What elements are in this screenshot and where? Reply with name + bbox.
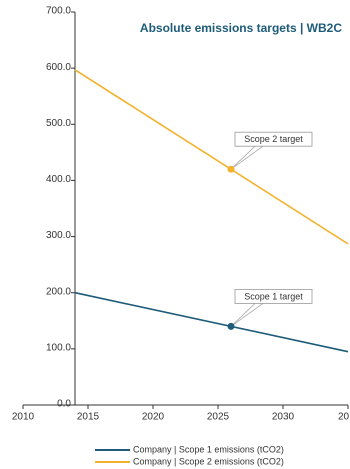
x-tick-label: 2015 [77, 412, 100, 423]
y-tick-label: 200.0 [46, 286, 71, 297]
annotation-pointer [230, 303, 256, 327]
y-tick-label: 500.0 [46, 118, 71, 129]
x-tick-label: 2020 [142, 412, 165, 423]
annotation-pointer [230, 145, 264, 170]
x-tick-label: 2025 [207, 412, 230, 423]
target-point [227, 322, 235, 330]
annotation-box [234, 288, 313, 304]
legend-label: Company | Scope 2 emissions (tCO2) [133, 456, 284, 466]
y-tick-label: 100.0 [46, 342, 71, 353]
x-tick-label: 20 [338, 412, 350, 423]
target-point [227, 165, 235, 173]
y-tick-label: 700.0 [46, 6, 71, 17]
y-tick-label: 400.0 [46, 174, 71, 185]
annotation-label: Scope 1 target [244, 291, 303, 301]
series-line [74, 291, 349, 353]
annotation-box [234, 131, 313, 147]
x-tick-label: 2010 [12, 412, 35, 423]
y-tick-label: 0.0 [57, 399, 71, 410]
annotation-pointer [230, 303, 264, 327]
legend-label: Company | Scope 1 emissions (tCO2) [133, 444, 284, 454]
y-tick-label: 600.0 [46, 62, 71, 73]
annotation-label: Scope 2 target [244, 134, 303, 144]
y-tick-label: 300.0 [46, 230, 71, 241]
annotation-pointer [230, 145, 256, 170]
x-tick-label: 2030 [272, 412, 295, 423]
chart-title: Absolute emissions targets | WB2C [140, 21, 342, 35]
series-line [74, 69, 349, 245]
